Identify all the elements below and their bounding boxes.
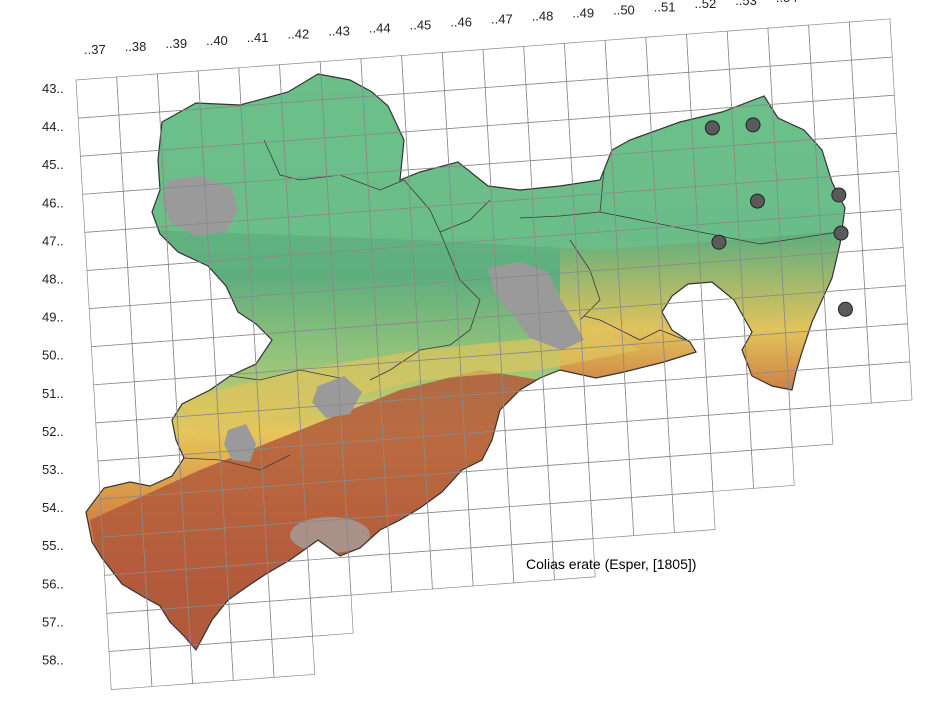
- column-label: ..45: [410, 18, 432, 33]
- column-label: ..50: [613, 2, 635, 17]
- column-label: ..46: [450, 15, 472, 30]
- row-label: 53..: [42, 462, 64, 477]
- record-markers: [704, 117, 853, 317]
- row-label: 43..: [42, 81, 64, 96]
- column-label: ..42: [288, 27, 310, 42]
- row-label: 54..: [42, 500, 64, 515]
- row-label: 46..: [42, 195, 64, 210]
- row-label: 44..: [42, 119, 64, 134]
- row-label: 50..: [42, 348, 64, 363]
- column-label: ..40: [206, 33, 228, 48]
- grid-lines: [75, 18, 913, 690]
- record-marker: [833, 225, 849, 241]
- row-label: 47..: [42, 233, 64, 248]
- urban-area-zwickau: [224, 424, 256, 462]
- grid-cell: [271, 635, 316, 678]
- row-label: 45..: [42, 157, 64, 172]
- urban-area-dresden: [488, 262, 584, 350]
- record-marker: [745, 117, 761, 133]
- column-label: ..55: [817, 0, 839, 2]
- column-label: ..52: [695, 0, 717, 11]
- district-boundaries: [183, 139, 839, 471]
- record-marker: [749, 193, 765, 209]
- column-label: ..51: [654, 0, 676, 14]
- column-label: ..41: [247, 30, 269, 45]
- urban-area-leipzig: [162, 176, 238, 236]
- grid-cell: [551, 538, 596, 581]
- column-label: ..39: [165, 36, 187, 51]
- row-label: 58..: [42, 653, 64, 668]
- column-label: ..53: [735, 0, 757, 8]
- column-labels: ..37 ..38 ..39 ..40 ..41 ..42 ..43 ..44 ..45 ..46…: [84, 0, 839, 57]
- column-label: ..49: [572, 5, 594, 20]
- urban-area-chemnitz: [312, 376, 362, 418]
- column-label: ..37: [84, 42, 106, 57]
- row-label: 56..: [42, 576, 64, 591]
- grid-cell: [751, 446, 795, 489]
- row-label: 55..: [42, 538, 64, 553]
- column-label: ..38: [125, 39, 147, 54]
- row-labels: 43.. 44.. 45.. 46.. 47.. 48.. 49.. 50.. 51.. 52..…: [42, 81, 64, 668]
- row-label: 48..: [42, 272, 64, 287]
- grid-cell: [309, 594, 354, 637]
- row-label: 51..: [42, 386, 64, 401]
- row-label: 49..: [42, 310, 64, 325]
- row-label: 57..: [42, 614, 64, 629]
- column-label: ..54: [776, 0, 798, 5]
- grid-cell: [868, 361, 913, 404]
- species-caption: Colias erate (Esper, [1805]): [526, 556, 696, 572]
- record-marker: [831, 187, 847, 203]
- record-marker: [711, 234, 727, 250]
- grid-cell: [671, 491, 716, 533]
- record-marker: [837, 301, 853, 317]
- column-label: ..48: [532, 8, 554, 23]
- column-label: ..44: [369, 21, 391, 36]
- column-label: ..43: [328, 24, 350, 39]
- row-label: 52..: [42, 424, 64, 439]
- column-label: ..47: [491, 11, 513, 26]
- grid-cell: [789, 405, 834, 448]
- record-marker: [704, 120, 720, 136]
